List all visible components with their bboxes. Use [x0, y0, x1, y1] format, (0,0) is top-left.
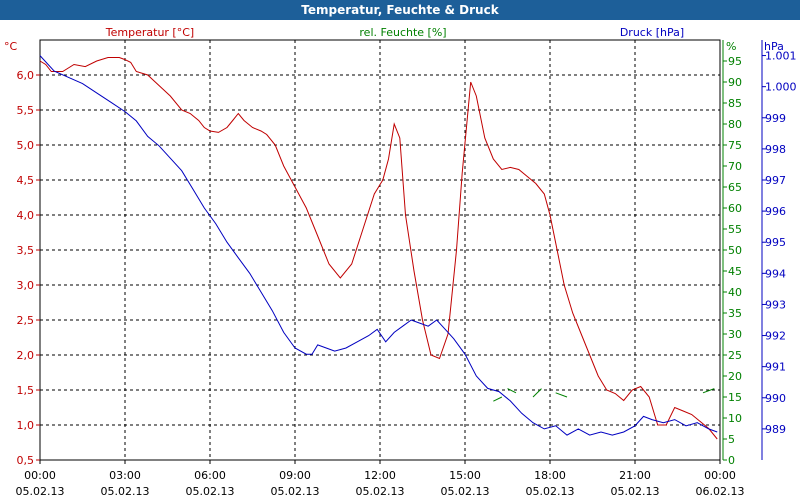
humidity-series-segment — [702, 388, 715, 394]
humidity-tick-label: 0 — [728, 454, 735, 467]
humidity-series-segment — [493, 396, 503, 402]
pressure-tick-label: 996 — [765, 205, 786, 218]
humidity-tick-label: 55 — [728, 223, 742, 236]
x-tick-date-label: 05.02.13 — [356, 485, 405, 498]
pressure-tick-label: 990 — [765, 392, 786, 405]
humidity-tick-label: 40 — [728, 286, 742, 299]
pressure-tick-label: 1.001 — [765, 50, 797, 63]
humidity-tick-label: 95 — [728, 55, 742, 68]
x-tick-time-label: 18:00 — [534, 469, 566, 482]
humidity-tick-label: 30 — [728, 328, 742, 341]
x-tick-date-label: 05.02.13 — [16, 485, 65, 498]
temp-tick-label: 2,0 — [17, 349, 35, 362]
humidity-tick-label: 35 — [728, 307, 742, 320]
x-tick-time-label: 09:00 — [279, 469, 311, 482]
humidity-tick-label: 15 — [728, 391, 742, 404]
x-tick-date-label: 05.02.13 — [611, 485, 660, 498]
humidity-tick-label: 5 — [728, 433, 735, 446]
pressure-tick-label: 1.000 — [765, 81, 797, 94]
humidity-series-segment — [507, 388, 517, 394]
temp-tick-label: 6,0 — [17, 69, 35, 82]
humidity-series-segment — [555, 392, 568, 398]
temp-axis-label: Temperatur [°C] — [105, 26, 194, 39]
x-tick-time-label: 00:00 — [24, 469, 56, 482]
x-tick-time-label: 00:00 — [704, 469, 736, 482]
x-tick-time-label: 15:00 — [449, 469, 481, 482]
x-tick-time-label: 21:00 — [619, 469, 651, 482]
temp-tick-label: 4,5 — [17, 174, 35, 187]
humidity-tick-label: 85 — [728, 97, 742, 110]
pressure-tick-label: 994 — [765, 267, 786, 280]
temp-tick-label: 0,5 — [17, 454, 35, 467]
humidity-tick-label: 10 — [728, 412, 742, 425]
x-tick-date-label: 05.02.13 — [101, 485, 150, 498]
humidity-tick-label: 60 — [728, 202, 742, 215]
x-tick-date-label: 05.02.13 — [441, 485, 490, 498]
humidity-tick-label: 20 — [728, 370, 742, 383]
x-tick-time-label: 03:00 — [109, 469, 141, 482]
pressure-axis-unit: hPa — [764, 40, 784, 53]
temp-axis-unit: °C — [4, 40, 18, 53]
pressure-tick-label: 989 — [765, 423, 786, 436]
humidity-axis-unit: % — [726, 40, 736, 53]
pressure-tick-label: 991 — [765, 361, 786, 374]
humidity-tick-label: 25 — [728, 349, 742, 362]
temp-tick-label: 4,0 — [17, 209, 35, 222]
x-tick-time-label: 06:00 — [194, 469, 226, 482]
humidity-tick-label: 45 — [728, 265, 742, 278]
humidity-tick-label: 90 — [728, 76, 742, 89]
x-tick-date-label: 05.02.13 — [271, 485, 320, 498]
temp-tick-label: 5,5 — [17, 104, 35, 117]
pressure-tick-label: 997 — [765, 174, 786, 187]
temp-tick-label: 3,0 — [17, 279, 35, 292]
humidity-tick-label: 80 — [728, 118, 742, 131]
temperature-series-line — [39, 57, 718, 440]
temp-tick-label: 2,5 — [17, 314, 35, 327]
pressure-tick-label: 992 — [765, 330, 786, 343]
temp-tick-label: 1,0 — [17, 419, 35, 432]
pressure-tick-label: 999 — [765, 112, 786, 125]
x-tick-date-label: 05.02.13 — [526, 485, 575, 498]
pressure-axis-label: Druck [hPa] — [620, 26, 684, 39]
humidity-tick-label: 70 — [728, 160, 742, 173]
x-tick-time-label: 12:00 — [364, 469, 396, 482]
humidity-tick-label: 50 — [728, 244, 742, 257]
chart-title: Temperatur, Feuchte & Druck — [0, 0, 800, 20]
pressure-series-line — [39, 55, 718, 436]
humidity-series-segment — [532, 388, 542, 398]
pressure-tick-label: 998 — [765, 143, 786, 156]
humidity-tick-label: 65 — [728, 181, 742, 194]
temp-tick-label: 5,0 — [17, 139, 35, 152]
x-tick-date-label: 05.02.13 — [186, 485, 235, 498]
humidity-tick-label: 75 — [728, 139, 742, 152]
temp-tick-label: 3,5 — [17, 244, 35, 257]
x-tick-date-label: 06.02.13 — [696, 485, 745, 498]
pressure-tick-label: 993 — [765, 298, 786, 311]
pressure-tick-label: 995 — [765, 236, 786, 249]
humidity-axis-label: rel. Feuchte [%] — [359, 26, 446, 39]
temp-tick-label: 1,5 — [17, 384, 35, 397]
